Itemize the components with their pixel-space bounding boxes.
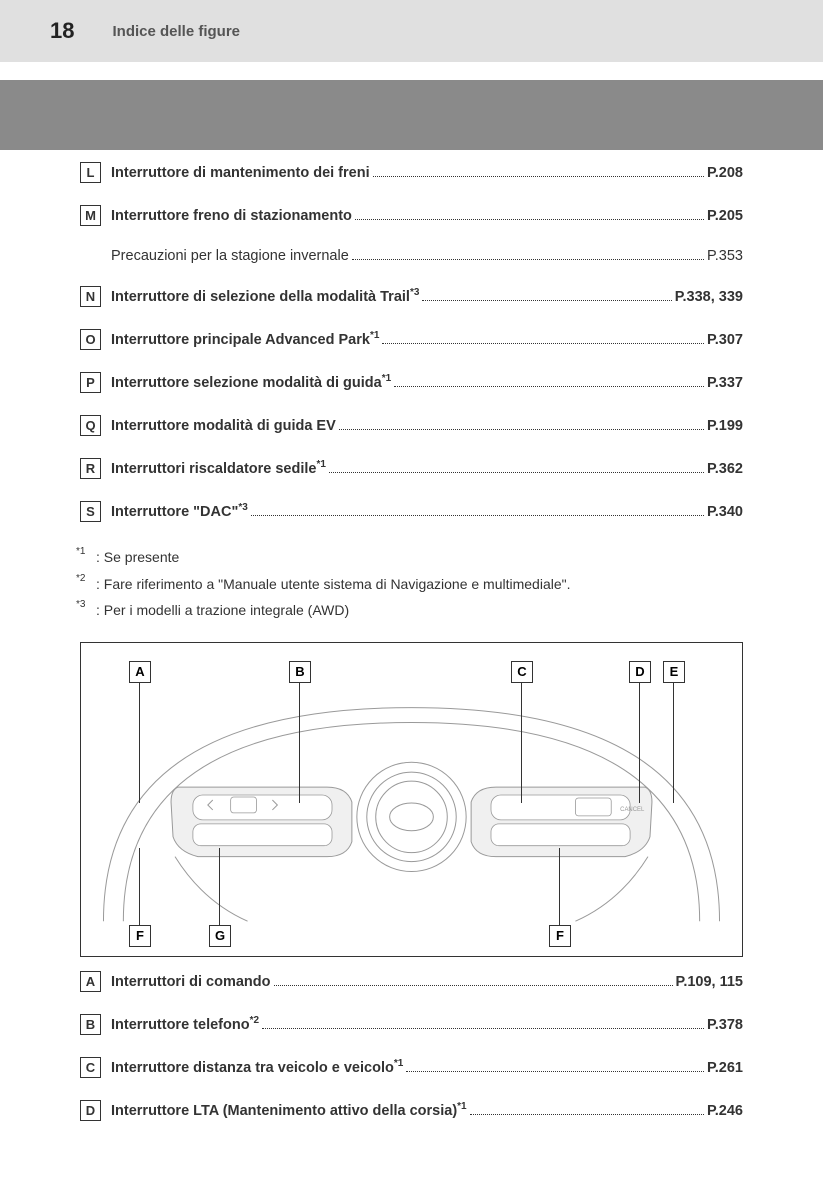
leader-dots — [352, 259, 704, 260]
leader-dots — [355, 219, 704, 220]
index-row-page: P.246 — [707, 1103, 743, 1119]
index-row: R Interruttori riscaldatore sedile*1 P.36… — [80, 458, 743, 479]
index-row-text: Interruttore "DAC"*3 — [111, 502, 248, 520]
index-row-text: Interruttore modalità di guida EV — [111, 418, 336, 434]
letter-box: C — [80, 1057, 101, 1078]
leader-dots — [422, 300, 671, 301]
index-row-page: P.338, 339 — [675, 289, 743, 305]
index-row-text: Precauzioni per la stagione invernale — [111, 248, 349, 264]
index-row-text: Interruttore principale Advanced Park*1 — [111, 330, 379, 348]
index-row-text: Interruttore telefono*2 — [111, 1015, 259, 1033]
index-row-page: P.199 — [707, 418, 743, 434]
index-row-page: P.109, 115 — [676, 974, 743, 990]
leader-dots — [329, 472, 704, 473]
gray-band — [0, 80, 823, 150]
index-row-page: P.340 — [707, 504, 743, 520]
diagram-callout-b: B — [289, 661, 311, 683]
index-row: A Interruttori di comando P.109, 115 — [80, 971, 743, 992]
index-list-2: A Interruttori di comando P.109, 115 B Inte… — [80, 971, 743, 1121]
footnotes: *1: Se presente*2: Fare riferimento a "M… — [76, 544, 743, 624]
index-row: Q Interruttore modalità di guida EV P.199 — [80, 415, 743, 436]
index-row-page: P.307 — [707, 332, 743, 348]
index-row: M Interruttore freno di stazionamento P.2… — [80, 205, 743, 226]
page-header: 18 Indice delle figure — [0, 0, 823, 62]
index-row-page: P.378 — [707, 1017, 743, 1033]
index-row-text: Interruttori di comando — [111, 974, 271, 990]
index-row: LInterruttore di mantenimento dei freni … — [80, 162, 743, 183]
index-row-page: P.261 — [707, 1060, 743, 1076]
index-row: C Interruttore distanza tra veicolo e vei… — [80, 1057, 743, 1078]
leader-dots — [382, 343, 704, 344]
letter-box: L — [80, 162, 101, 183]
index-row: Precauzioni per la stagione invernale P.… — [80, 248, 743, 264]
leader-dots — [251, 515, 704, 516]
letter-box: P — [80, 372, 101, 393]
index-row: S Interruttore "DAC"*3 P.340 — [80, 501, 743, 522]
leader-dots — [470, 1114, 704, 1115]
index-row-text: Interruttori riscaldatore sedile*1 — [111, 459, 326, 477]
index-row-text: Interruttore selezione modalità di guida… — [111, 373, 391, 391]
leader-dots — [339, 429, 704, 430]
leader-dots — [262, 1028, 704, 1029]
letter-box: S — [80, 501, 101, 522]
letter-box: D — [80, 1100, 101, 1121]
letter-box: O — [80, 329, 101, 350]
leader-dots — [373, 176, 704, 177]
letter-box: N — [80, 286, 101, 307]
index-row-text: Interruttore LTA (Mantenimento attivo de… — [111, 1101, 467, 1119]
diagram-callout-a: A — [129, 661, 151, 683]
footnote: *1: Se presente — [76, 544, 743, 571]
letter-box: Q — [80, 415, 101, 436]
index-row-page: P.205 — [707, 208, 743, 224]
header-title: Indice delle figure — [112, 23, 240, 40]
letter-box: M — [80, 205, 101, 226]
index-row-page: P.353 — [707, 248, 743, 264]
index-row: B Interruttore telefono*2 P.378 — [80, 1014, 743, 1035]
index-row-page: P.208 — [707, 165, 743, 181]
index-row: D Interruttore LTA (Mantenimento attivo d… — [80, 1100, 743, 1121]
footnote: *3: Per i modelli a trazione integrale (… — [76, 597, 743, 624]
index-row: O Interruttore principale Advanced Park*1… — [80, 329, 743, 350]
letter-box: R — [80, 458, 101, 479]
index-row-text: Interruttore distanza tra veicolo e veic… — [111, 1058, 403, 1076]
leader-dots — [274, 985, 673, 986]
index-list-1: LInterruttore di mantenimento dei freni … — [80, 162, 743, 522]
diagram-callout-c: C — [511, 661, 533, 683]
letter-box: B — [80, 1014, 101, 1035]
diagram-callout-e: E — [663, 661, 685, 683]
index-row: N Interruttore di selezione della modalit… — [80, 286, 743, 307]
index-row-text: Interruttore di selezione della modalità… — [111, 287, 419, 305]
index-row-text: Interruttore freno di stazionamento — [111, 208, 352, 224]
svg-text:CANCEL: CANCEL — [620, 807, 645, 813]
leader-dots — [394, 386, 704, 387]
diagram-callout-d: D — [629, 661, 651, 683]
page-number: 18 — [50, 18, 74, 44]
footnote: *2: Fare riferimento a "Manuale utente s… — [76, 571, 743, 598]
diagram-callout-f: F — [129, 925, 151, 947]
index-row: P Interruttore selezione modalità di guid… — [80, 372, 743, 393]
steering-wheel-diagram: CANCEL A B C DE F G F — [80, 642, 743, 957]
index-row-page: P.362 — [707, 461, 743, 477]
leader-dots — [406, 1071, 704, 1072]
letter-box: A — [80, 971, 101, 992]
diagram-callout-g: G — [209, 925, 231, 947]
index-row-page: P.337 — [707, 375, 743, 391]
diagram-callout-f: F — [549, 925, 571, 947]
index-row-text: Interruttore di mantenimento dei freni — [111, 165, 370, 181]
